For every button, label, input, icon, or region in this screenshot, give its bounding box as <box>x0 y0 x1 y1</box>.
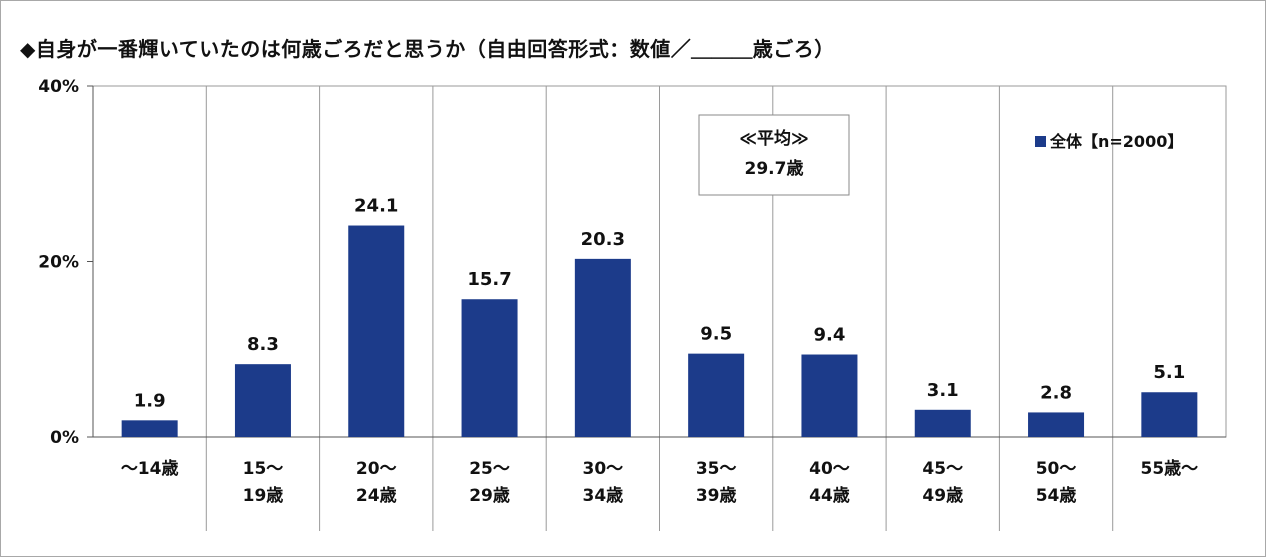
bar <box>1141 392 1198 437</box>
category-label: 29歳 <box>469 485 510 506</box>
category-label: 54歳 <box>1036 485 1077 506</box>
legend-swatch <box>1035 136 1046 147</box>
category-label: ～14歳 <box>121 458 179 479</box>
average-annotation-text: ≪平均≫ <box>739 128 809 149</box>
category-label: 39歳 <box>696 485 737 506</box>
data-label: 20.3 <box>581 229 625 250</box>
data-label: 9.5 <box>700 324 732 345</box>
category-label: 45～ <box>922 459 963 479</box>
data-label: 5.1 <box>1153 362 1185 383</box>
y-tick-label: 20% <box>38 253 79 273</box>
category-label: 34歳 <box>583 485 624 506</box>
average-annotation-text: 29.7歳 <box>745 158 804 179</box>
bar <box>914 409 971 437</box>
category-label: 30～ <box>583 459 624 479</box>
bar <box>121 420 178 437</box>
category-label: 19歳 <box>243 485 284 506</box>
category-label: 20～ <box>356 459 397 479</box>
chart-title: ◆自身が一番輝いていたのは何歳ごろだと思うか（自由回答形式：数値／＿＿＿歳ごろ） <box>20 37 835 61</box>
category-label: 44歳 <box>809 485 850 506</box>
data-label: 9.4 <box>814 325 846 346</box>
data-label: 1.9 <box>134 390 166 411</box>
bar <box>574 258 631 437</box>
data-label: 24.1 <box>354 196 398 217</box>
category-label: 25～ <box>469 459 510 479</box>
bar <box>234 364 291 437</box>
data-label: 2.8 <box>1040 382 1072 403</box>
average-annotation-box <box>698 114 850 196</box>
category-label: 24歳 <box>356 485 397 506</box>
data-label: 8.3 <box>247 334 279 355</box>
legend-label: 全体【n=2000】 <box>1049 132 1183 151</box>
data-label: 3.1 <box>927 380 959 401</box>
category-label: 49歳 <box>922 485 963 506</box>
category-label: 15～ <box>243 459 284 479</box>
data-label: 15.7 <box>467 269 511 290</box>
category-label: 40～ <box>809 459 850 479</box>
category-label: 50～ <box>1036 459 1077 479</box>
bar <box>688 353 745 437</box>
category-label: 35～ <box>696 459 737 479</box>
bar <box>1028 412 1085 437</box>
bar <box>348 225 405 437</box>
y-tick-label: 0% <box>50 428 79 448</box>
bar <box>801 354 858 437</box>
y-tick-label: 40% <box>38 77 79 97</box>
category-label: 55歳～ <box>1141 458 1199 479</box>
bar <box>461 299 518 437</box>
